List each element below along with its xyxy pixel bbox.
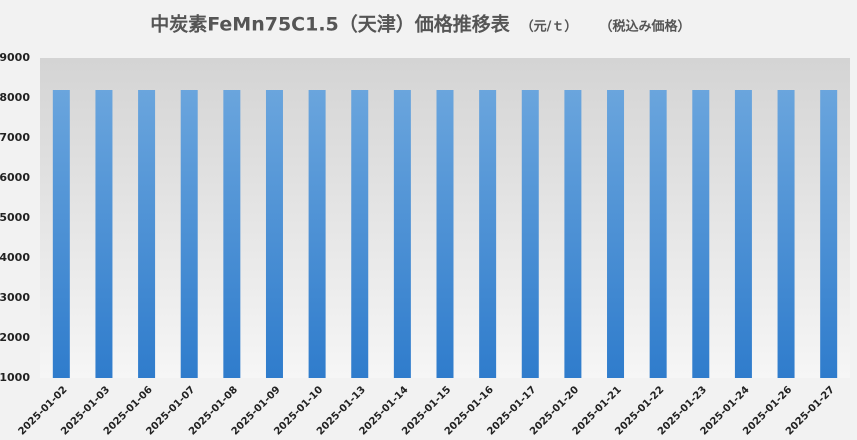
bar — [820, 90, 838, 378]
bar — [734, 90, 752, 378]
bar — [564, 90, 582, 378]
bar — [265, 90, 283, 378]
y-tick-label: 6000 — [0, 171, 30, 184]
y-tick-label: 7000 — [0, 131, 30, 144]
chart-unit: （元/ｔ） — [521, 19, 578, 35]
bar — [308, 90, 326, 378]
chart-title: 中炭素FeMn75C1.5（天津）価格推移表 — [150, 13, 511, 36]
y-tick-label: 8000 — [0, 91, 30, 104]
bar — [393, 90, 411, 378]
bar — [521, 90, 539, 378]
y-tick-label: 5000 — [0, 211, 30, 224]
bar — [649, 90, 667, 378]
bar — [351, 90, 369, 378]
y-tick-label: 2000 — [0, 331, 30, 344]
bar — [138, 90, 156, 378]
bar — [777, 90, 795, 378]
bar — [436, 90, 454, 378]
chart-note: （税込み価格） — [599, 19, 690, 35]
bar — [223, 90, 241, 378]
y-tick-label: 1000 — [0, 371, 30, 384]
y-tick-label: 3000 — [0, 291, 30, 304]
bar — [479, 90, 497, 378]
bar — [692, 90, 710, 378]
y-tick-label: 4000 — [0, 251, 30, 264]
bar — [52, 90, 70, 378]
bar — [95, 90, 113, 378]
bar — [180, 90, 198, 378]
y-tick-label: 9000 — [0, 51, 30, 64]
bar — [607, 90, 625, 378]
